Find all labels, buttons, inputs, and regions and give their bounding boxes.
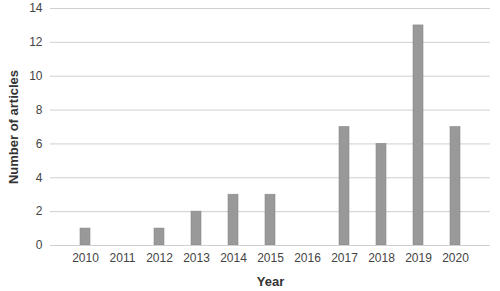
svg-text:2017: 2017 [331,251,358,265]
svg-text:10: 10 [29,69,43,83]
svg-text:2020: 2020 [442,251,469,265]
svg-text:6: 6 [36,137,43,151]
svg-text:2010: 2010 [72,251,99,265]
svg-text:0: 0 [36,238,43,252]
svg-text:8: 8 [36,103,43,117]
svg-text:2012: 2012 [146,251,173,265]
svg-text:2019: 2019 [405,251,432,265]
svg-text:2011: 2011 [110,251,136,265]
svg-text:2013: 2013 [183,251,210,265]
svg-text:2016: 2016 [294,251,321,265]
svg-text:2014: 2014 [220,251,247,265]
svg-text:2018: 2018 [368,251,395,265]
svg-text:2: 2 [36,204,43,218]
svg-text:Year: Year [257,274,284,289]
svg-text:Number of articles: Number of articles [6,70,21,184]
svg-text:2015: 2015 [257,251,284,265]
svg-text:4: 4 [36,171,43,185]
svg-text:14: 14 [29,1,43,15]
svg-text:12: 12 [29,35,43,49]
